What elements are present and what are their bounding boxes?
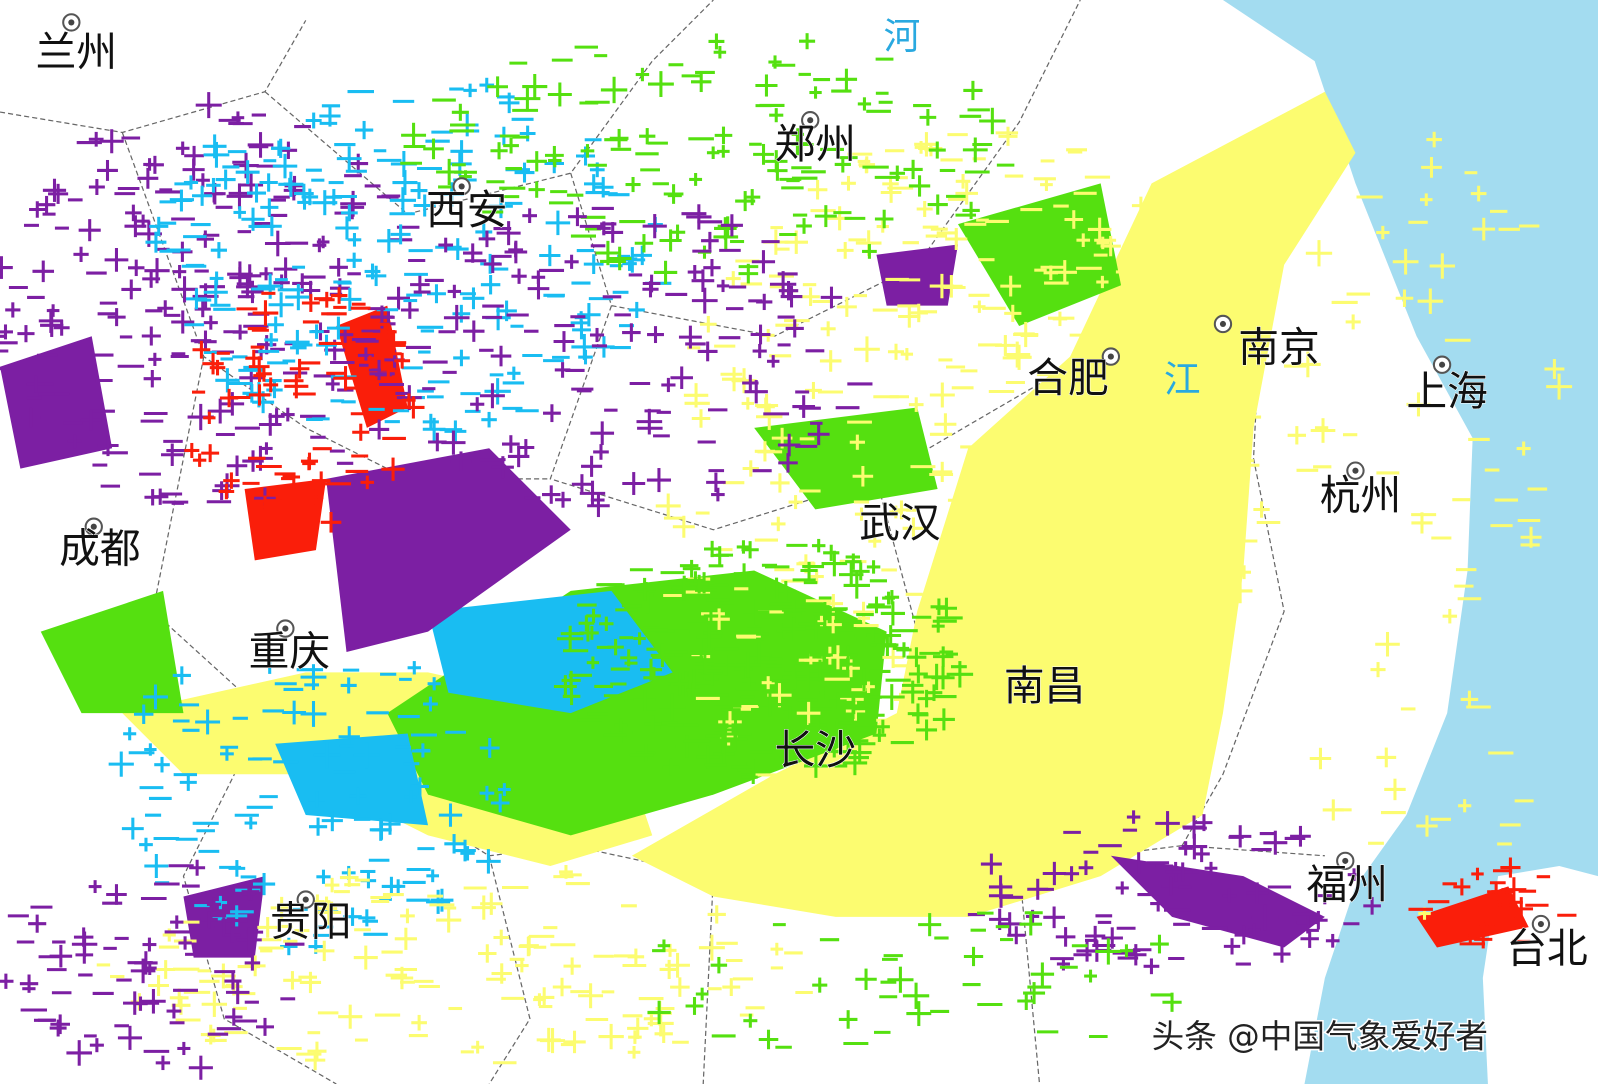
city-dot-center xyxy=(282,625,289,632)
city-label: 兰州 xyxy=(36,28,118,76)
city-dot-center xyxy=(302,896,309,903)
sea xyxy=(1222,0,1598,1084)
city-dot-center xyxy=(1342,857,1349,864)
watermark: 头条 @中国气象爱好者 xyxy=(1152,1017,1488,1055)
city-label: 南昌 xyxy=(1004,662,1086,710)
city-label: 贵阳 xyxy=(270,897,352,945)
city-dot-center xyxy=(1107,353,1114,360)
city-label: 重庆 xyxy=(249,627,331,675)
city-dot-center xyxy=(90,523,97,530)
city-label: 西安 xyxy=(426,186,508,234)
city-dot-center xyxy=(807,117,814,124)
city-dot-center xyxy=(1219,320,1227,328)
city-label: 福州 xyxy=(1307,861,1389,909)
city-dot-center xyxy=(1537,920,1544,928)
city-label: 上海 xyxy=(1406,367,1488,415)
city-dot-center xyxy=(1352,467,1359,474)
river-label: 江 xyxy=(1164,358,1201,401)
city-label: 成都 xyxy=(59,524,141,572)
city-dot-center xyxy=(1439,361,1446,368)
river-label: 河 xyxy=(884,15,921,58)
city-label: 郑州 xyxy=(775,120,857,168)
city-label: 南京 xyxy=(1238,324,1320,372)
city-label: 台北 xyxy=(1506,925,1588,973)
city-dot-center xyxy=(68,19,75,26)
city-label: 合肥 xyxy=(1027,354,1109,402)
city-label: 武汉 xyxy=(859,499,941,547)
lightning-strokes xyxy=(0,33,1577,1080)
city-label: 长沙 xyxy=(775,726,857,774)
city-dot-center xyxy=(458,183,465,190)
city-label: 杭州 xyxy=(1320,471,1402,519)
